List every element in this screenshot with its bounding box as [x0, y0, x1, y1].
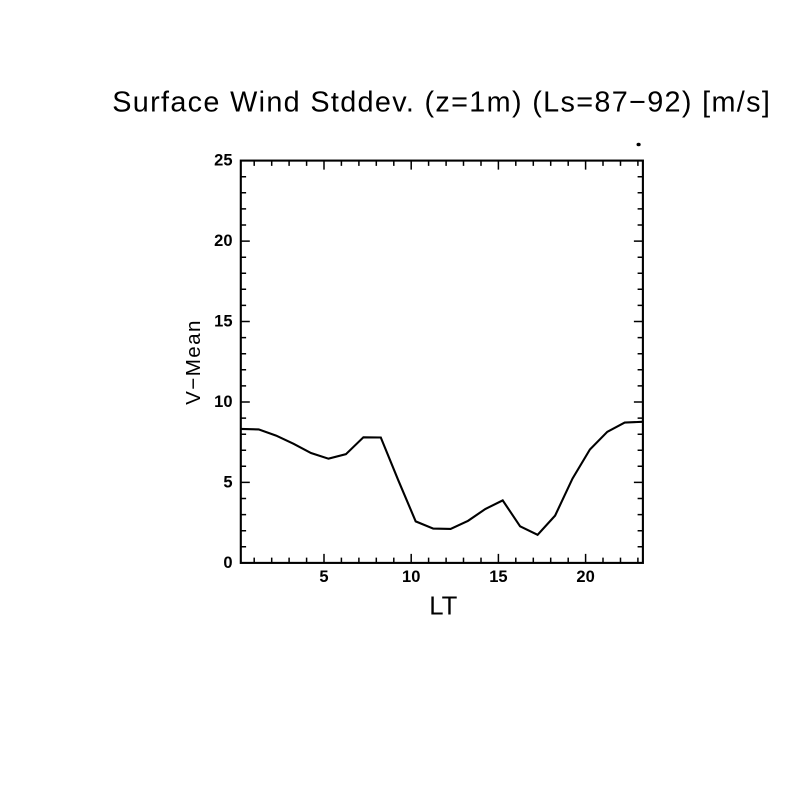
svg-text:0: 0: [223, 554, 232, 572]
svg-text:20: 20: [214, 232, 232, 250]
svg-text:V−Mean: V−Mean: [182, 319, 205, 405]
svg-text:20: 20: [576, 568, 594, 586]
svg-text:25: 25: [214, 152, 232, 170]
svg-text:LT: LT: [429, 593, 457, 621]
svg-text:10: 10: [214, 393, 232, 411]
svg-text:10: 10: [402, 568, 420, 586]
svg-text:15: 15: [489, 568, 507, 586]
svg-text:Surface Wind Stddev. (z=1m) (L: Surface Wind Stddev. (z=1m) (Ls=87−92) […: [112, 86, 771, 118]
svg-text:5: 5: [223, 474, 232, 492]
svg-text:15: 15: [214, 313, 232, 331]
svg-text:5: 5: [319, 568, 328, 586]
